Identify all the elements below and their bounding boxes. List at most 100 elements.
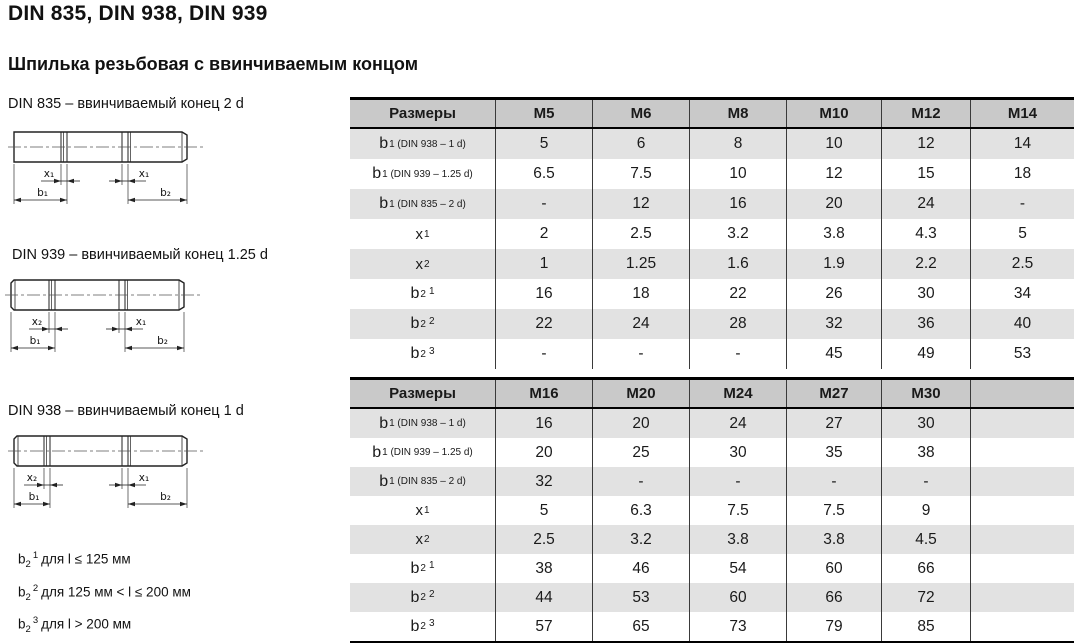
value-cell: 30 [689, 438, 786, 467]
value-cell: 53 [970, 339, 1074, 369]
value-cell: - [495, 339, 592, 369]
value-cell: 12 [592, 189, 689, 219]
row-label-base: b [410, 315, 420, 332]
row-label-sub: 1 (DIN 938 – 1 d) [389, 418, 466, 429]
stud-drawing-din939: x₂ x₁ b₁ b₂ [5, 279, 200, 352]
column-header-m12: M12 [881, 100, 970, 127]
row-label-sub: 1 (DIN 835 – 2 d) [389, 476, 466, 487]
value-cell: - [592, 339, 689, 369]
dimension-arrow [55, 326, 62, 332]
value-cell: 5 [970, 219, 1074, 249]
value-cell [970, 467, 1074, 496]
table-row: b 2 1 16 18 22 26 30 34 [350, 279, 1074, 309]
value-cell: 10 [786, 129, 881, 159]
dimension-arrow [125, 326, 132, 332]
value-cell: 20 [592, 409, 689, 438]
row-label-base: b [410, 285, 420, 302]
dimension-arrow [50, 482, 57, 488]
column-header-m27: M27 [786, 380, 881, 407]
table-row: x 1 5 6.3 7.5 7.5 9 [350, 496, 1074, 525]
dim-label-right-x: x₁ [136, 316, 146, 328]
stud-body-outline [10, 279, 185, 311]
value-cell: 22 [495, 309, 592, 339]
table-row: b 2 3- - -45 49 53 [350, 339, 1074, 369]
row-label-sub: 1 (DIN 938 – 1 d) [389, 138, 466, 150]
dimension-table-m16-m30: Размеры M16 M20 M24 M27 M30 b 1 (DIN 938 – 1 d)… [350, 377, 1074, 643]
value-cell: 16 [689, 189, 786, 219]
column-header-m5: M5 [495, 100, 592, 127]
dimension-arrow [112, 326, 119, 332]
row-label-sub: 2 [420, 288, 426, 300]
drawing-label-din939: DIN 939 – ввинчиваемый конец 1.25 d [12, 247, 268, 263]
value-cell: 60 [689, 583, 786, 612]
row-label-sub: 2 [420, 563, 426, 574]
row-label-base: x [415, 502, 423, 519]
drawing-label-din938: DIN 938 – ввинчиваемый конец 1 d [8, 403, 244, 419]
row-label-sub: 2 [420, 318, 426, 330]
column-header-empty [970, 380, 1074, 407]
value-cell: 1.25 [592, 249, 689, 279]
value-cell: 1.9 [786, 249, 881, 279]
footnote-b2-2: b22 для 125 мм < l ≤ 200 мм [18, 583, 191, 603]
dimension-arrow [60, 197, 67, 203]
value-cell: 3.8 [786, 525, 881, 554]
value-cell: 60 [786, 554, 881, 583]
value-cell: 7.5 [786, 496, 881, 525]
value-cell: 2 [495, 219, 592, 249]
footnote-symbol-sup: 2 [32, 583, 39, 594]
dimension-arrow [14, 197, 21, 203]
value-cell: 54 [689, 554, 786, 583]
value-cell: 28 [689, 309, 786, 339]
row-label-sup: 1 [428, 560, 435, 571]
footnote-symbol-base: b [18, 616, 26, 632]
row-label-base: b [379, 472, 389, 490]
value-cell: 27 [786, 409, 881, 438]
row-label-sup: 2 [428, 315, 435, 327]
dimension-arrow [43, 501, 50, 507]
footnote-symbol-base: b [18, 584, 26, 600]
dimension-arrow [180, 197, 187, 203]
dimension-arrow [54, 178, 61, 184]
value-cell: 32 [786, 309, 881, 339]
dimension-arrow [48, 345, 55, 351]
value-cell: 30 [881, 409, 970, 438]
dimension-arrow [128, 178, 135, 184]
value-cell: - [881, 467, 970, 496]
value-cell: 20 [495, 438, 592, 467]
dimension-arrow [125, 345, 132, 351]
row-label-sub: 2 [420, 592, 426, 603]
row-label-base: b [410, 617, 420, 635]
value-cell: - [970, 189, 1074, 219]
dimension-table-m5-m14: Размеры M5 M6 M8 M10 M12 M14 b 1 (DIN 938 – 1 d)… [350, 97, 1074, 369]
value-cell: 30 [881, 279, 970, 309]
value-cell: 1.6 [689, 249, 786, 279]
value-cell: 35 [786, 438, 881, 467]
value-cell: 3.8 [689, 525, 786, 554]
row-label-sub: 1 [423, 228, 430, 240]
drawing-label-din835: DIN 835 – ввинчиваемый конец 2 d [8, 96, 244, 112]
table-row: x 2 1 1.25 1.6 1.9 2.2 2.5 [350, 249, 1074, 279]
column-header-m20: M20 [592, 380, 689, 407]
value-cell: 66 [786, 583, 881, 612]
value-cell: 18 [970, 159, 1074, 189]
value-cell: 32 [495, 467, 592, 496]
footnote-symbol-sub: 2 [25, 624, 31, 636]
row-label-base: b [410, 559, 420, 577]
value-cell: 45 [786, 339, 881, 369]
footnote-text: для l ≤ 125 мм [41, 551, 131, 567]
dimension-arrow [14, 501, 21, 507]
value-cell: 15 [881, 159, 970, 189]
value-cell: 24 [881, 189, 970, 219]
